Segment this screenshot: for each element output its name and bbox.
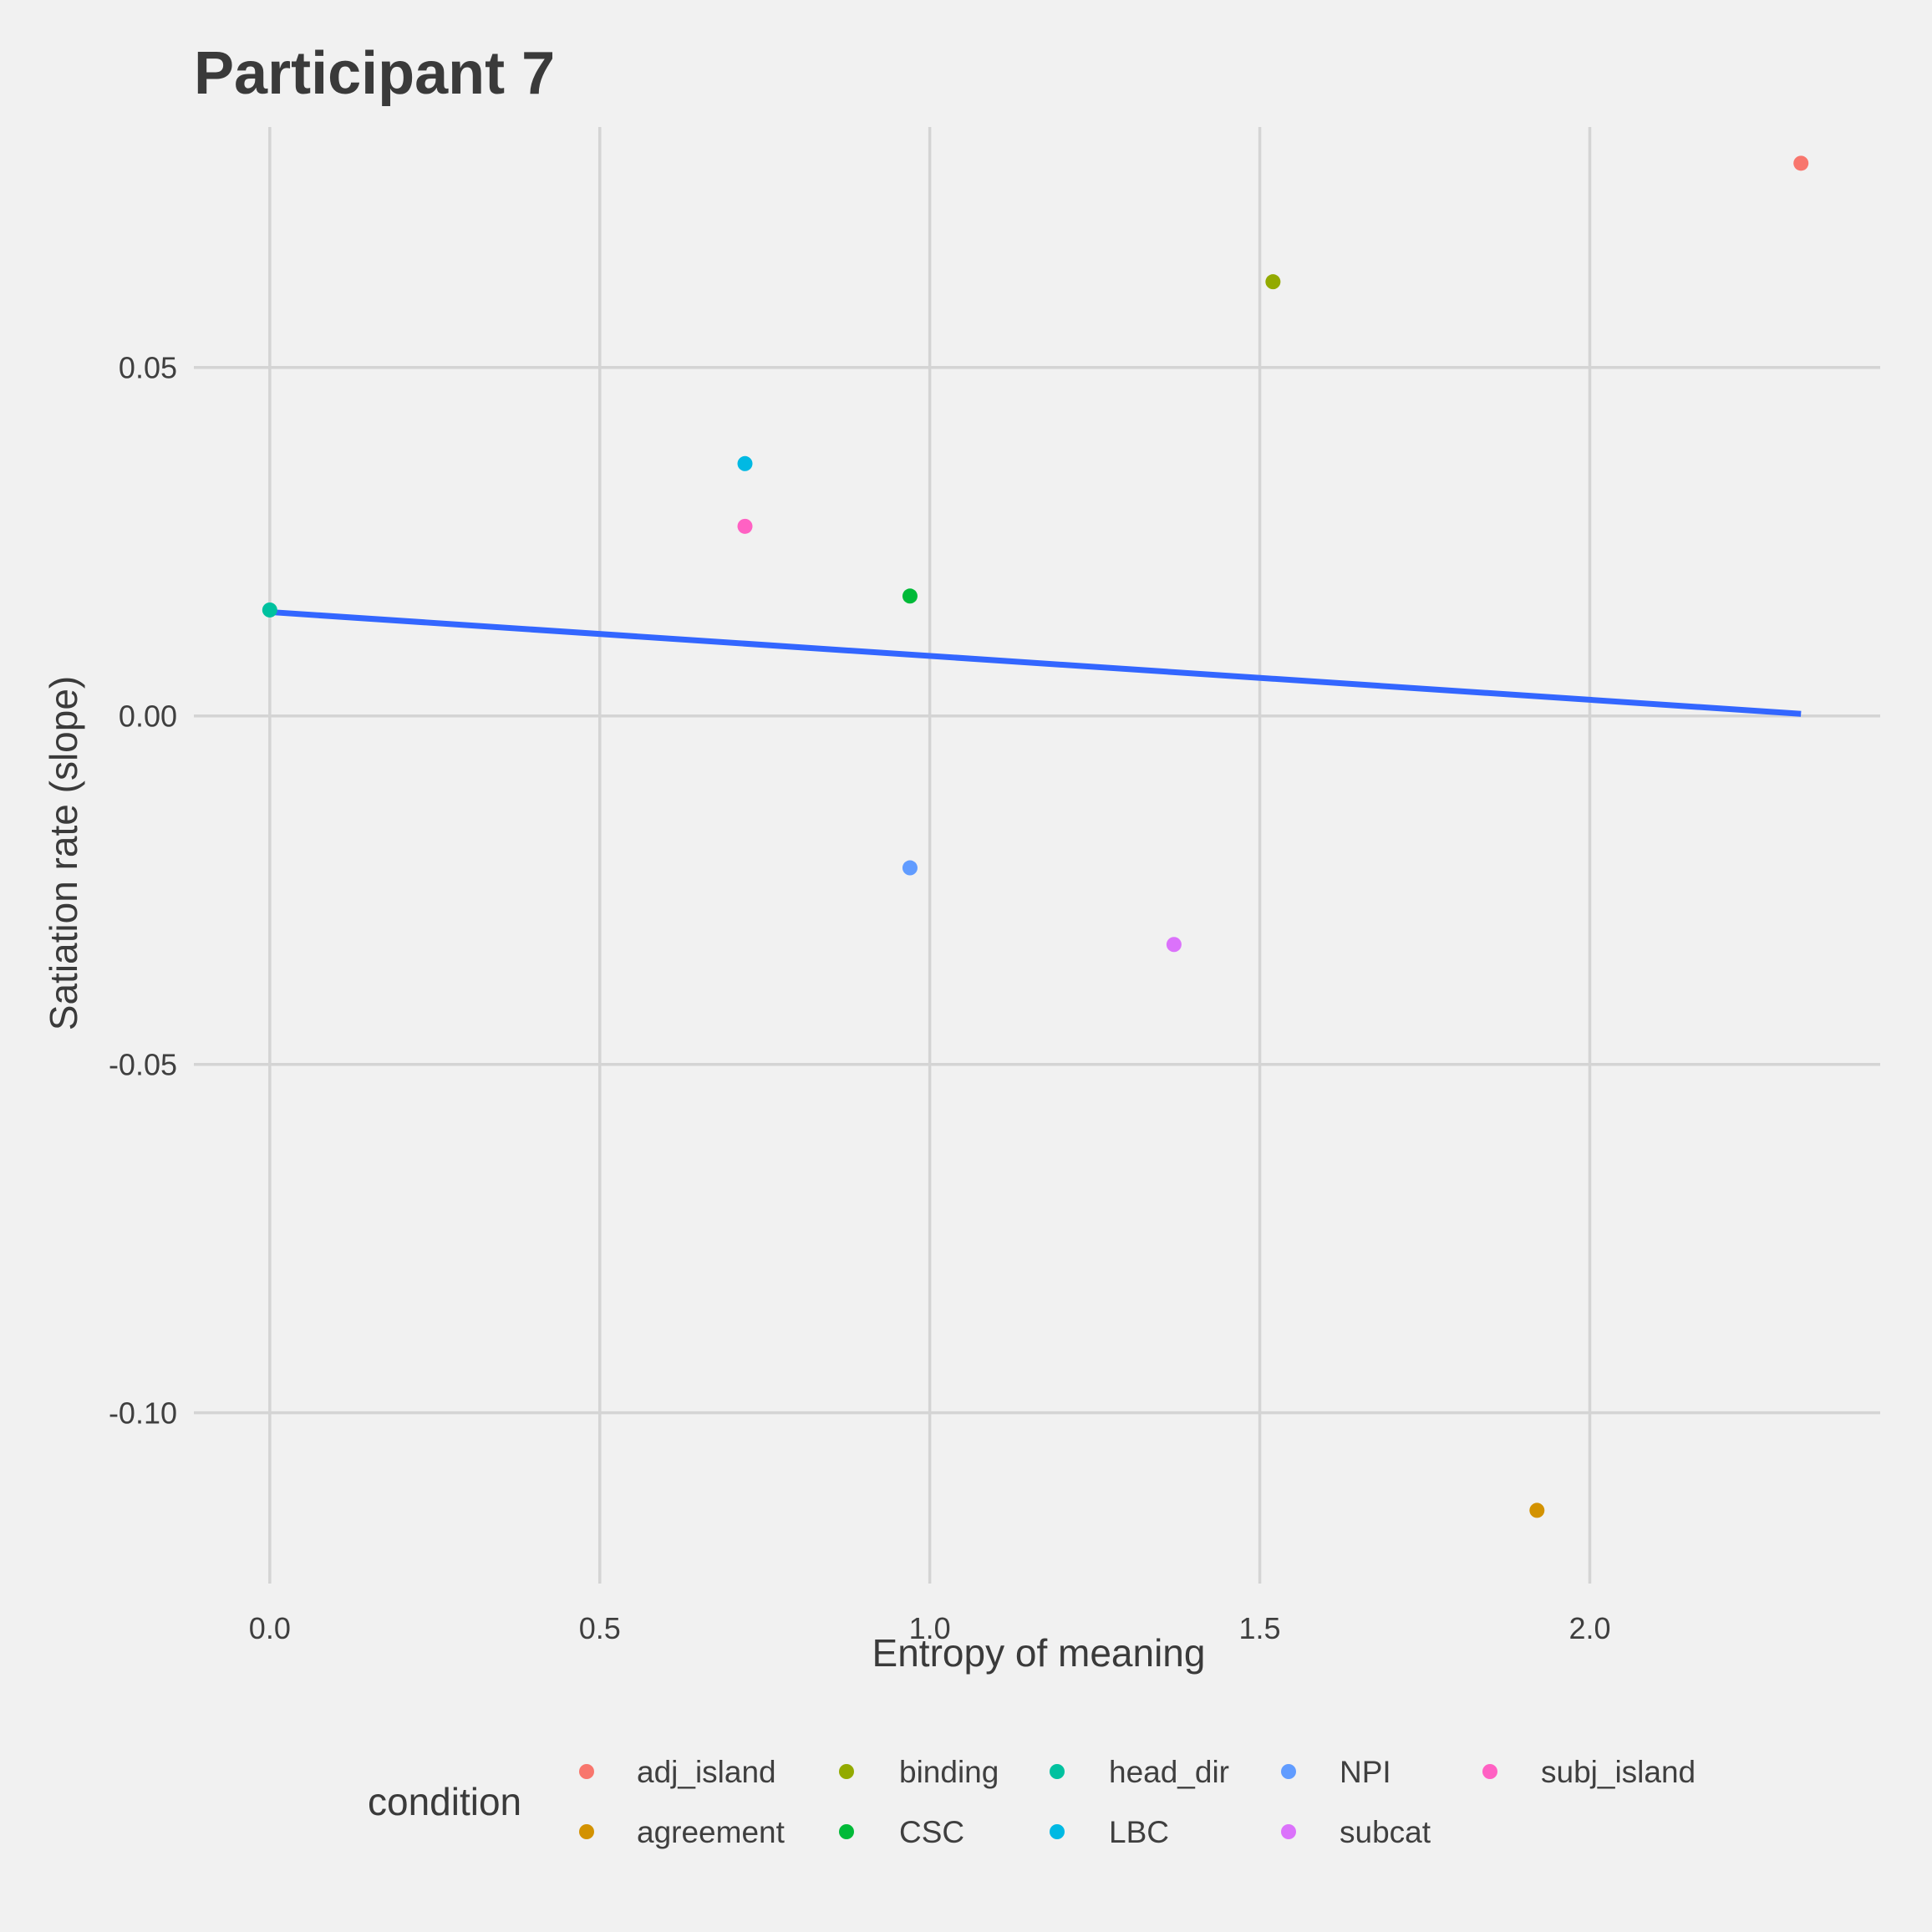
x-axis-title: Entropy of meaning (872, 1631, 1206, 1675)
data-point-head-dir (262, 602, 277, 618)
data-point-npi (902, 860, 918, 876)
tick-labels: 0.0 0.5 1.0 1.5 2.0 0.05 0.00 -0.05 -0.10 (109, 351, 1611, 1645)
legend-label: NPI (1340, 1755, 1391, 1789)
legend-key-subcat (1281, 1824, 1296, 1839)
x-tick-label: 0.0 (249, 1611, 291, 1645)
y-tick-label: 0.00 (119, 699, 177, 734)
data-point-csc (902, 588, 918, 604)
legend-key-npi (1281, 1764, 1296, 1779)
legend-title: condition (368, 1780, 521, 1823)
x-tick-label: 0.5 (579, 1611, 621, 1645)
legend-key-subj-island (1482, 1764, 1497, 1779)
data-point-binding (1265, 274, 1281, 290)
trend-line-layer (269, 608, 1802, 717)
legend-label: head_dir (1109, 1755, 1229, 1789)
legend-label: subj_island (1541, 1755, 1696, 1789)
y-axis-title: Satiation rate (slope) (42, 676, 85, 1030)
y-tick-label: -0.10 (109, 1396, 177, 1431)
x-tick-label: 1.5 (1239, 1611, 1281, 1645)
y-tick-label: 0.05 (119, 351, 177, 385)
data-points (262, 155, 1809, 1518)
legend-label: agreement (637, 1815, 786, 1849)
x-tick-label: 2.0 (1568, 1611, 1610, 1645)
chart-title: Participant 7 (194, 40, 555, 107)
data-point-adj-island (1793, 155, 1809, 171)
legend-key-head-dir (1050, 1764, 1065, 1779)
legend-label: LBC (1109, 1815, 1169, 1849)
legend-label: CSC (899, 1815, 964, 1849)
legend-label: binding (899, 1755, 999, 1789)
legend-label: subcat (1340, 1815, 1431, 1849)
trend-line (269, 608, 1802, 717)
y-tick-label: -0.05 (109, 1048, 177, 1082)
legend-label: adj_island (637, 1755, 776, 1789)
data-point-subcat (1166, 937, 1182, 953)
data-point-lbc (737, 455, 753, 471)
x-tick-label: 1.0 (909, 1611, 951, 1645)
data-point-subj-island (737, 518, 753, 534)
legend: condition adj_island agreement binding CSC h… (368, 1755, 1696, 1849)
legend-key-binding (839, 1764, 854, 1779)
legend-key-agreement (579, 1824, 594, 1839)
legend-key-adj-island (579, 1764, 594, 1779)
grid-lines (194, 127, 1880, 1584)
legend-key-csc (839, 1824, 854, 1839)
data-point-agreement (1529, 1502, 1545, 1518)
legend-key-lbc (1050, 1824, 1065, 1839)
